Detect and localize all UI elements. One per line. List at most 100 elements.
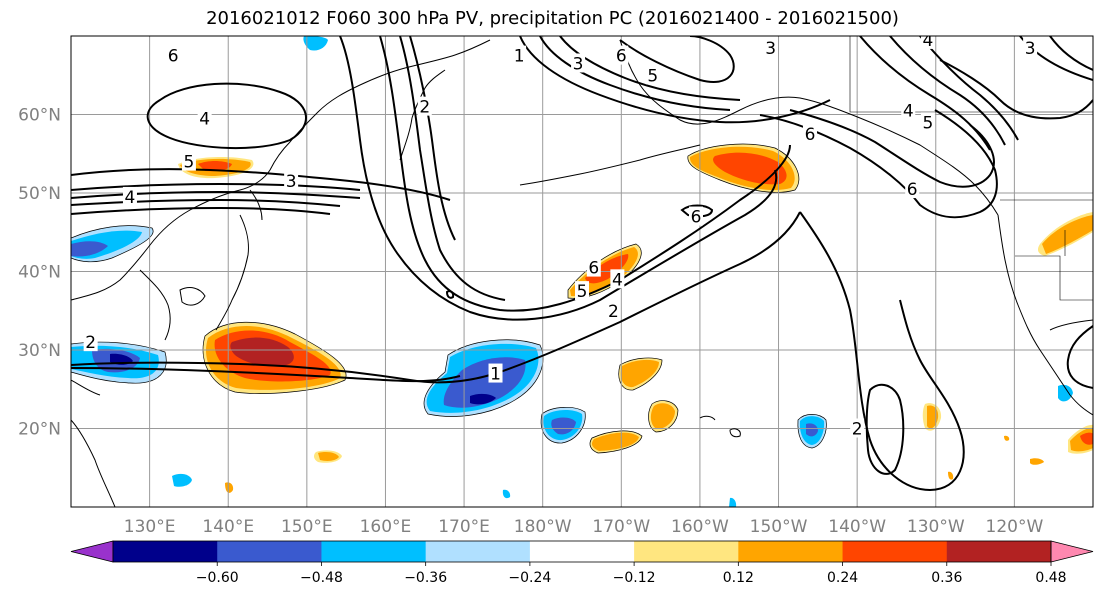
map-frame [70,35,1094,508]
latitude-labels: 60°N 50°N 40°N 30°N 20°N [18,106,61,440]
colorbar-segment [321,541,427,562]
colorbar [70,540,1094,566]
colorbar-tick-label: 0.48 [1035,570,1066,586]
pv-contour [146,82,307,149]
pv-label-background [850,418,865,438]
pv-label-background [688,206,703,226]
precip-patch-positive [713,152,787,185]
pv-contour [71,168,451,201]
colorbar-tick-label: −0.60 [196,570,239,586]
colorbar-segment [946,541,1052,562]
pv-label-background [614,45,629,65]
pv-contour-label: 3 [1025,39,1036,59]
pv-contour-label: 6 [691,208,702,228]
pv-contour [859,36,991,151]
pv-contour-label: 4 [199,109,210,129]
colorbar-outline [112,540,1052,563]
pv-contour-label: 3 [286,172,297,192]
pv-contour [1049,36,1093,71]
pv-contour [399,36,506,301]
pv-label-background [197,108,212,128]
pv-contour-label: 4 [612,270,623,290]
pv-contour-label: 3 [765,39,776,59]
pv-contour [919,36,1019,141]
precip-patch-negative [1058,384,1073,402]
latitude-label: 60°N [18,106,61,126]
pv-contour-label: 4 [903,102,914,122]
precip-patch-positive [198,161,232,172]
longitude-label: 160°E [360,517,412,537]
precip-patch-positive [230,337,294,367]
precip-patch-positive [1042,215,1093,254]
pv-label-background [575,281,589,301]
pv-contour [339,36,778,321]
longitude-label: 140°E [202,517,254,537]
pv-label-background [763,37,778,57]
colorbar-tick-labels: −0.60 −0.48 −0.36 −0.24 −0.12 0.12 0.24 0.36 0.4… [196,570,1067,586]
pv-contour [1066,325,1093,389]
pv-contour [619,36,735,83]
precip-patch-positive [620,359,659,388]
pv-label-background [284,171,299,191]
pv-label-background [571,53,586,73]
pv-label-background [901,100,916,120]
colorbar-tick-label: −0.24 [508,570,551,586]
pv-contour [789,109,995,188]
colorbar-segment [217,541,322,562]
pv-contour [71,198,341,207]
colorbar-tick-label: −0.48 [300,570,343,586]
pv-label-background [802,124,817,144]
pv-contour-label: 6 [168,47,179,67]
precip-patch-positive [1030,458,1044,465]
pv-label-background [166,45,181,65]
pv-contour [379,36,791,312]
pv-label-background [1023,37,1038,57]
precip-patch-negative [470,393,496,405]
pv-contour-label: 5 [184,153,195,173]
precip-patch-negative [303,36,328,51]
pv-contour [865,383,905,475]
pv-contour-label: 2 [85,333,96,353]
longitude-label: 150°W [750,517,808,537]
pv-contour-label: 1 [490,365,501,385]
pv-contour [759,109,998,219]
longitude-label: 150°E [281,517,333,537]
pv-contour [71,182,361,191]
colorbar-segment [738,541,844,562]
pv-contour-label: 4 [125,188,136,208]
pv-label-background [610,269,625,289]
pv-contour-label: 2 [608,302,619,322]
colorbar-tick-label: 0.12 [723,570,754,586]
latitude-label: 40°N [18,263,61,283]
precip-patch-negative [172,473,192,487]
pv-contour-label: 3 [573,54,584,74]
pv-label-background [417,96,432,116]
precip-patch-positive [318,452,339,461]
political-borders [849,36,1093,301]
pv-label-background [920,112,935,132]
pv-label-background [586,257,601,277]
pv-contour [409,36,456,241]
colorbar-tick-label: −0.12 [613,570,656,586]
pv-contour-label: 6 [588,259,599,279]
precip-patch-positive [1004,435,1010,441]
pv-contour-label: 1 [514,47,525,67]
precip-patch-positive [650,403,675,429]
pv-label-background [905,179,920,199]
colorbar-extend-high [1050,540,1094,563]
pv-contour-label: 2 [419,98,430,118]
pv-label-background [512,45,527,65]
colorbar-segment [113,541,218,562]
precip-patch-positive [225,482,234,493]
pv-contour [889,36,1006,146]
longitude-label: 180°W [514,517,572,537]
colorbar-segment [425,541,531,562]
pv-contour [445,290,455,299]
pv-contour [799,211,965,492]
precip-patch-positive [591,432,639,451]
precip-patch-negative [729,497,737,507]
longitude-labels: 130°E 140°E 150°E 160°E 170°E 180°W 170°W 160°W… [124,517,1044,537]
pv-label-background [488,363,503,383]
